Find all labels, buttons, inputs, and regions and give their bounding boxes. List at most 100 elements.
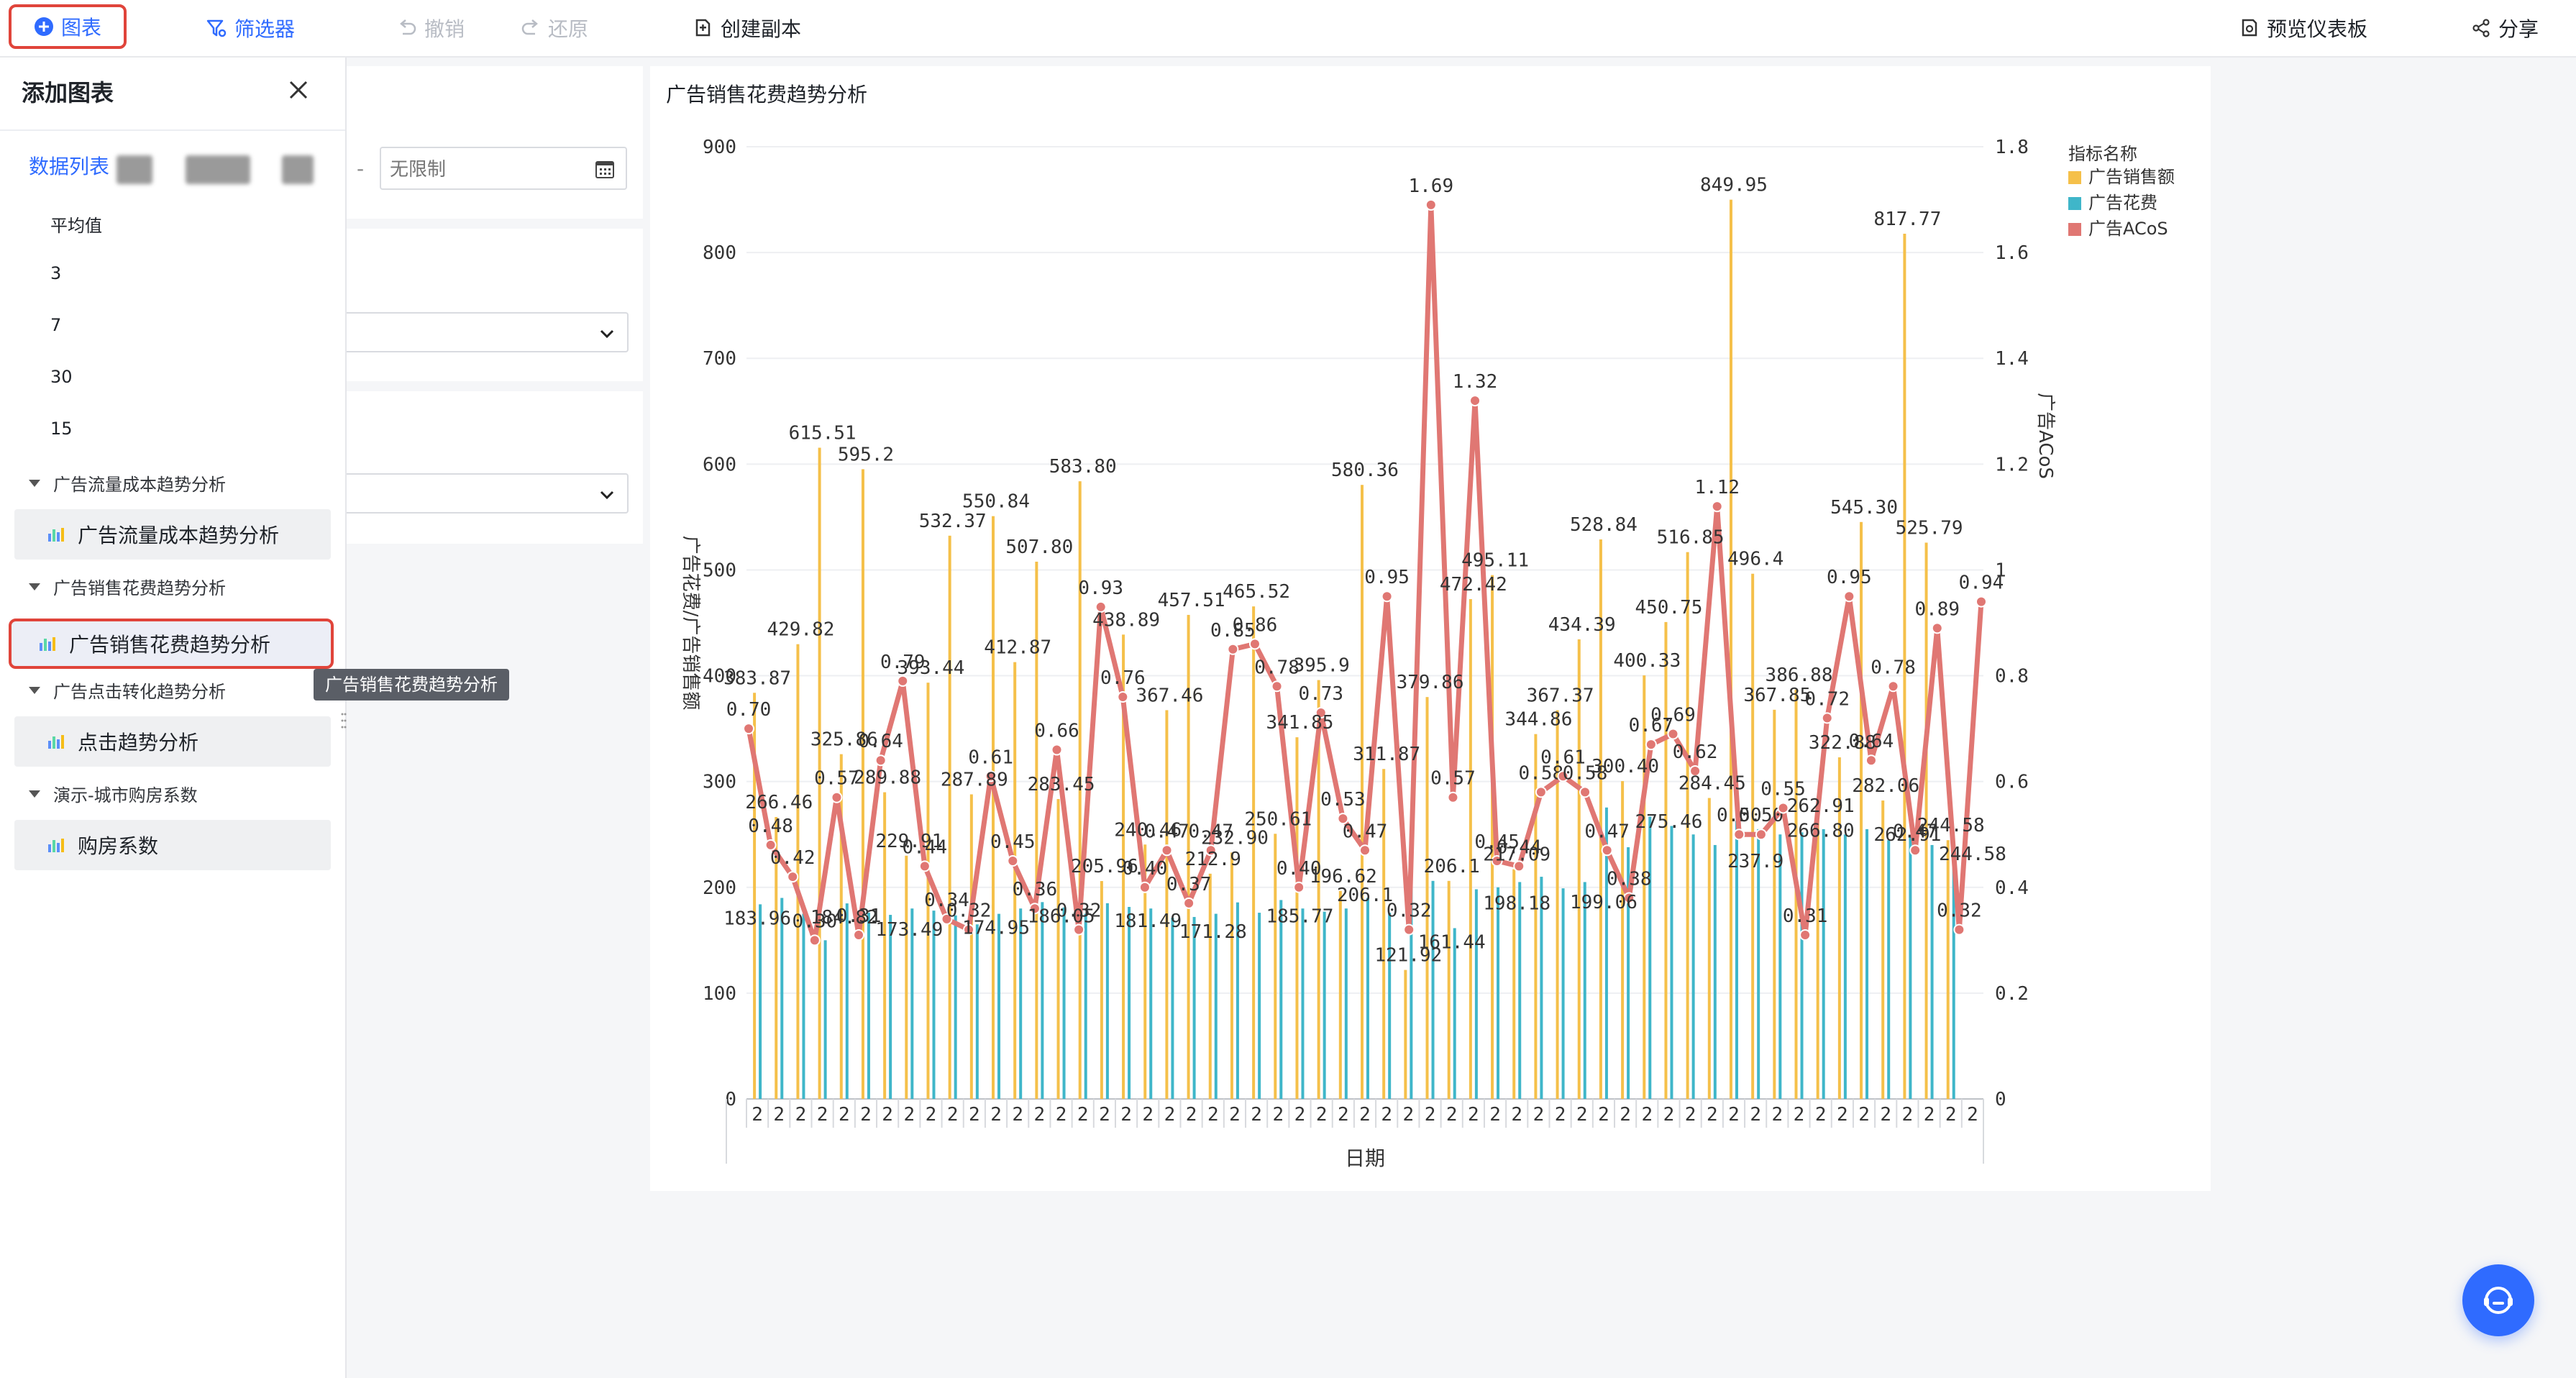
- caret-down-icon: [29, 479, 40, 487]
- calendar-icon[interactable]: [594, 158, 616, 180]
- add-chart-button[interactable]: 图表: [9, 4, 127, 49]
- spend-data-label: 262.91: [1873, 824, 1941, 846]
- sales-data-label: 412.87: [984, 637, 1051, 659]
- acos-data-label: 1.12: [1694, 477, 1740, 498]
- bar-chart-icon: [40, 637, 55, 651]
- legend-label: 广告销售额: [2088, 167, 2175, 187]
- spend-data-label: 174.95: [962, 918, 1030, 939]
- sales-data-label: 817.77: [1873, 209, 1941, 230]
- select-dropdown-1[interactable]: [347, 312, 629, 352]
- bar-sales: [1382, 769, 1386, 1099]
- sales-data-label: 516.85: [1657, 527, 1725, 549]
- chart-item-housing-coefficient[interactable]: 购房系数: [14, 820, 331, 870]
- acos-data-label: 0.95: [1364, 567, 1410, 588]
- x-axis-title: 日期: [1345, 1146, 1385, 1170]
- tab-data-list[interactable]: 数据列表: [29, 155, 110, 178]
- bar-spend: [1084, 913, 1087, 1099]
- list-item-average[interactable]: 平均值: [50, 216, 102, 236]
- bar-sales: [1556, 710, 1559, 1099]
- bar-spend: [1214, 913, 1218, 1099]
- end-date-field[interactable]: [388, 155, 578, 184]
- x-tick-label: 2: [1142, 1104, 1154, 1126]
- x-tick-label: 2: [1251, 1104, 1262, 1126]
- acos-data-label: 0.69: [1650, 704, 1696, 726]
- bar-spend: [1344, 908, 1348, 1099]
- bar-spend: [867, 913, 870, 1099]
- close-icon[interactable]: [285, 76, 312, 104]
- chart-item-click-trend[interactable]: 点击趋势分析: [14, 716, 331, 767]
- share-button[interactable]: 分享: [2471, 0, 2539, 56]
- preview-dashboard-button[interactable]: 预览仪表板: [2239, 0, 2367, 56]
- spend-data-label: 266.80: [1787, 821, 1855, 842]
- acos-data-label: 0.95: [1827, 567, 1872, 588]
- acos-point: [1381, 590, 1393, 603]
- group-click-conversion[interactable]: 广告点击转化趋势分析: [29, 677, 226, 703]
- sales-data-label: 550.84: [962, 491, 1030, 513]
- list-item-30[interactable]: 30: [50, 367, 73, 387]
- acos-data-label: 0.73: [1298, 683, 1343, 705]
- acos-data-label: 0.47: [1343, 821, 1388, 842]
- bar-sales: [1491, 575, 1494, 1099]
- bar-spend: [1648, 816, 1652, 1099]
- spend-data-label: 206.1: [1337, 885, 1393, 906]
- group-traffic-cost[interactable]: 广告流量成本趋势分析: [29, 470, 226, 496]
- bar-spend: [1757, 829, 1760, 1099]
- group-sales-spend[interactable]: 广告销售花费趋势分析: [29, 574, 226, 599]
- bar-spend: [1171, 918, 1174, 1099]
- acos-data-label: 0.55: [1760, 778, 1806, 800]
- acos-data-label: 0.34: [924, 890, 969, 911]
- list-item-3[interactable]: 3: [50, 263, 62, 283]
- chart-item-sales-spend[interactable]: 广告销售花费趋势分析: [9, 619, 334, 669]
- legend-title: 指标名称: [2068, 144, 2137, 164]
- sales-data-label: 232.90: [1201, 827, 1269, 849]
- select-dropdown-2[interactable]: [347, 473, 629, 514]
- acos-data-label: 0.30: [793, 911, 838, 932]
- chart-card[interactable]: 广告销售花费趋势分析 0 100 200 300 400 500 600 700 800 900 0…: [650, 66, 2211, 1191]
- drag-handle-icon[interactable]: [341, 712, 347, 729]
- redo-button[interactable]: 还原: [521, 0, 588, 56]
- bar-sales: [775, 817, 778, 1099]
- acos-data-label: 0.42: [770, 847, 816, 869]
- acos-point: [1711, 501, 1723, 513]
- acos-point: [1645, 739, 1657, 751]
- duplicate-label: 创建副本: [721, 17, 802, 41]
- list-item-7[interactable]: 7: [50, 315, 62, 335]
- acos-point: [1227, 643, 1239, 655]
- x-tick-label: 2: [1338, 1104, 1349, 1126]
- filter-button[interactable]: 筛选器: [206, 0, 295, 56]
- spend-data-label: 275.46: [1635, 811, 1702, 833]
- y-tick-label-right: 1.6: [1995, 242, 2029, 264]
- group-city-housing[interactable]: 演示-城市购房系数: [29, 781, 198, 806]
- sales-data-label: 289.88: [854, 767, 921, 789]
- acos-point: [831, 791, 843, 803]
- acos-data-label: 0.58: [1519, 762, 1564, 784]
- acos-data-label: 0.70: [726, 699, 772, 721]
- help-chat-button[interactable]: [2462, 1264, 2534, 1336]
- y-tick-label-left: 300: [703, 772, 736, 793]
- bar-sales: [861, 469, 864, 1099]
- x-tick-label: 2: [752, 1104, 763, 1126]
- bar-spend: [1019, 908, 1023, 1099]
- acos-point: [1579, 786, 1591, 798]
- bar-sales: [1230, 852, 1233, 1099]
- group-title: 广告点击转化趋势分析: [53, 682, 226, 702]
- sales-data-label: 287.89: [941, 769, 1008, 790]
- acos-point: [1337, 813, 1349, 825]
- bar-sales: [1924, 542, 1928, 1099]
- chat-support-icon: [2484, 1287, 2513, 1314]
- bar-sales: [1404, 969, 1407, 1099]
- end-date-input[interactable]: [380, 147, 627, 190]
- sales-data-label: 367.37: [1527, 685, 1594, 707]
- sales-data-label: 266.46: [745, 792, 813, 813]
- x-tick-label: 2: [1598, 1104, 1609, 1126]
- acos-point: [1535, 786, 1547, 798]
- sales-data-label: 465.52: [1223, 581, 1290, 603]
- x-tick-label: 2: [1858, 1104, 1870, 1126]
- bar-spend: [1865, 829, 1869, 1099]
- bar-spend: [1105, 903, 1109, 1099]
- chart-item-traffic-cost[interactable]: 广告流量成本趋势分析: [14, 509, 331, 560]
- undo-button[interactable]: 撤销: [397, 0, 465, 56]
- sales-data-label: 595.2: [838, 444, 894, 465]
- list-item-15[interactable]: 15: [50, 419, 73, 439]
- duplicate-button[interactable]: 创建副本: [693, 0, 801, 56]
